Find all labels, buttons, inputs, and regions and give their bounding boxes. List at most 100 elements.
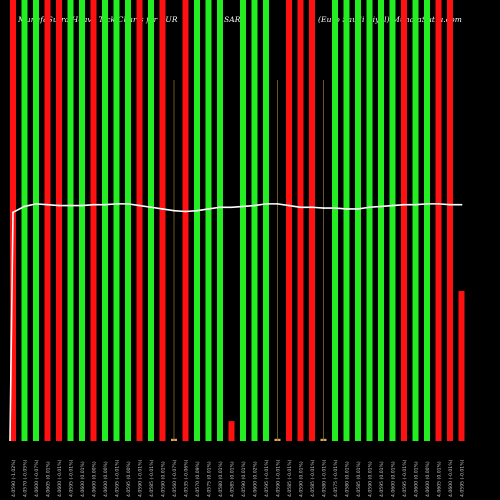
price-point — [35, 202, 37, 205]
x-tick-label: 4.0590 (-1.02%) — [11, 459, 17, 497]
volume-bar — [424, 0, 430, 441]
price-point — [288, 204, 290, 207]
volume-bar — [90, 0, 97, 441]
price-point — [403, 203, 405, 206]
volume-bar — [217, 0, 223, 441]
volume-bar — [194, 0, 200, 441]
volume-bar — [205, 0, 212, 441]
price-point — [161, 208, 164, 210]
volume-bar — [366, 0, 373, 441]
x-tick-label: 4.0595 (-0.01%) — [402, 459, 408, 497]
price-point — [58, 204, 60, 207]
volume-bar — [159, 0, 166, 441]
x-tick-label: 4.0560 (-0.07%) — [172, 459, 178, 497]
volume-bar — [136, 0, 143, 441]
chart-title-symbol: SAR — [224, 15, 241, 24]
x-tick-label: 4.0600 (-0.01%) — [57, 459, 63, 497]
price-point — [92, 203, 95, 206]
x-tick-label: 4.0585 (-0.01%) — [287, 459, 293, 497]
volume-bar — [401, 0, 407, 441]
volume-bar — [286, 0, 292, 441]
price-point — [23, 205, 26, 208]
x-tick-label: 4.0600 (0.02%) — [253, 461, 259, 497]
volume-bar — [67, 0, 74, 441]
volume-bar — [44, 0, 51, 441]
volume-bar — [435, 0, 442, 441]
price-point — [104, 203, 106, 206]
price-point — [265, 202, 267, 205]
price-point — [69, 204, 72, 207]
x-tick-label: 4.0580 (0.01%) — [345, 461, 351, 497]
price-point — [196, 209, 198, 212]
price-point — [184, 210, 187, 213]
price-point — [127, 202, 129, 205]
x-tick-label: 4.0600 (0.00%) — [425, 461, 431, 497]
volume-bar — [125, 0, 131, 441]
x-tick-label: 4.0580 (0.01%) — [218, 461, 224, 497]
price-point — [380, 205, 382, 208]
volume-bar — [79, 0, 85, 441]
x-tick-label: 4.0575 (0.01%) — [207, 461, 213, 497]
x-tick-label: 4.0600 (-0.01%) — [448, 459, 454, 497]
price-point — [207, 208, 210, 210]
chart-title-left: MunafaSutra Heavy Tick Charts for EUR — [18, 15, 178, 24]
x-tick-label: 4.0590 (-0.01%) — [138, 459, 144, 497]
x-tick-label: 4.0600 (0.01%) — [391, 461, 397, 497]
volume-bar — [447, 0, 453, 441]
x-tick-label: 4.0600 (0.00%) — [92, 461, 98, 497]
x-tick-label: 4.0595 (0.01%) — [379, 461, 385, 497]
x-tick-label: 4.0595 (-0.01%) — [69, 459, 75, 497]
price-point — [334, 207, 336, 210]
volume-bar — [332, 0, 338, 441]
price-point — [230, 206, 233, 209]
volume-bar — [309, 0, 315, 441]
x-tick-label: 4.0575 (-0.01%) — [333, 459, 339, 497]
x-tick-label: 4.0590 (-0.01%) — [276, 459, 282, 497]
volume-bar — [148, 0, 154, 441]
volume-bar — [56, 0, 62, 441]
price-point — [322, 207, 325, 210]
volume-bar — [263, 0, 269, 441]
price-point — [357, 208, 359, 210]
x-tick-label: 4.0590 (0.01%) — [299, 461, 305, 497]
x-tick-label: 4.0605 (0.01%) — [437, 461, 443, 497]
price-point — [253, 204, 256, 207]
price-point — [115, 202, 118, 205]
price-point — [311, 206, 313, 209]
price-line — [9, 202, 463, 442]
price-point — [299, 206, 302, 209]
price-point — [426, 202, 428, 205]
price-point — [437, 202, 440, 205]
guide-lines — [173, 80, 324, 441]
volume-bar — [355, 0, 361, 441]
price-point — [81, 204, 83, 207]
x-tick-label: 4.0585 (-0.01%) — [310, 459, 316, 497]
x-tick-label: 4.0580 (-0.01%) — [322, 459, 328, 497]
price-point — [150, 206, 152, 209]
volume-bar — [458, 291, 465, 441]
x-tick-label: 4.0590 (0.01%) — [241, 461, 247, 497]
price-point — [368, 206, 371, 209]
volume-bar — [412, 0, 419, 441]
price-point — [12, 211, 14, 214]
price-point — [173, 209, 175, 212]
x-tick-label: 4.0600 (-0.07%) — [34, 459, 40, 497]
volume-bar — [378, 0, 384, 441]
x-tick-label: 4.0590 (0.01%) — [161, 461, 167, 497]
price-point — [242, 205, 244, 208]
volume-bar — [113, 0, 120, 441]
volume-bar — [240, 0, 246, 441]
volume-bar — [251, 0, 258, 441]
x-tick-label: 4.0585 (0.01%) — [230, 461, 236, 497]
x-tick-label: 4.0600 (0.01%) — [414, 461, 420, 497]
x-tick-label: 4.0590 (0.01%) — [368, 461, 374, 497]
price-point — [460, 203, 463, 206]
volume-bar — [297, 0, 304, 441]
volume-bar — [343, 0, 350, 441]
volume-bar — [33, 0, 39, 441]
x-tick-label: 4.0595 (-0.01%) — [115, 459, 121, 497]
x-tick-label: 4.0585 (0.01%) — [356, 461, 362, 497]
x-tick-label: 4.0570 (0.09%) — [195, 461, 201, 497]
volume-bar — [21, 0, 28, 441]
